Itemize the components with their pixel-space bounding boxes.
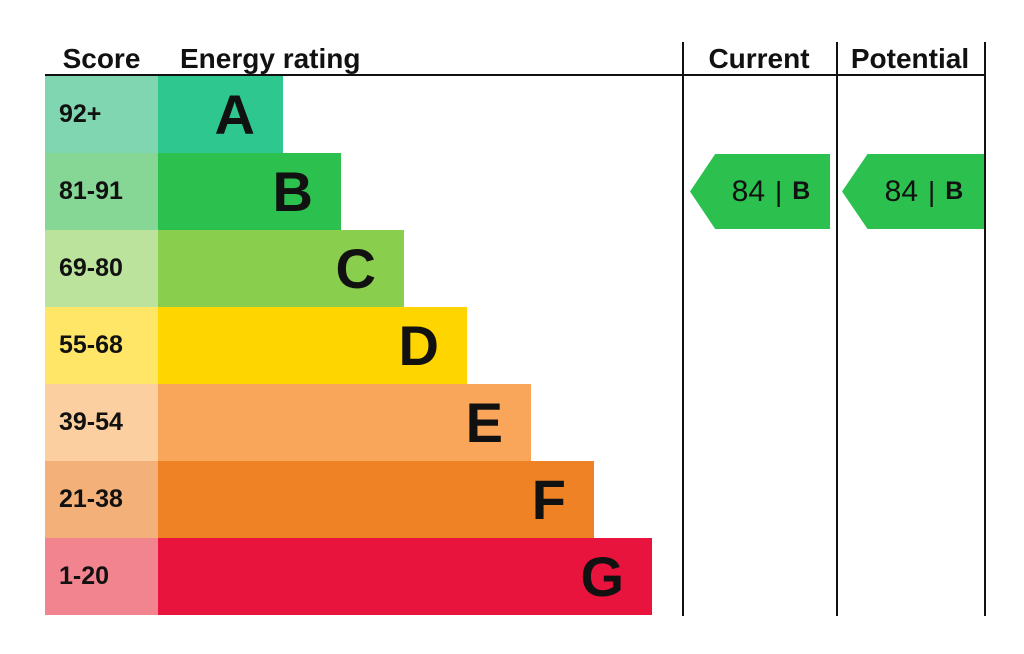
rating-bar-f: F <box>158 461 594 538</box>
potential-column-header: Potential <box>850 42 970 74</box>
band-row-a: 92+ A <box>45 76 984 153</box>
band-row-g: 1-20 G <box>45 538 984 615</box>
rating-letter: E <box>465 390 503 454</box>
rating-letter: C <box>335 236 376 300</box>
band-row-f: 21-38 F <box>45 461 984 538</box>
score-range-label: 21-38 <box>45 461 158 538</box>
rating-letter: A <box>214 82 255 146</box>
score-range-label: 81-91 <box>45 153 158 230</box>
band-row-c: 69-80 C <box>45 230 984 307</box>
rating-letter: G <box>580 544 624 608</box>
energy-rating-column-header: Energy rating <box>180 42 361 74</box>
rating-bar-c: C <box>158 230 404 307</box>
score-column-header: Score <box>62 42 141 74</box>
potential-rating-value: 84 <box>884 174 919 208</box>
current-rating-value: 84 <box>731 174 766 208</box>
score-range-label: 1-20 <box>45 538 158 615</box>
rating-bar-d: D <box>158 307 467 384</box>
band-row-b: 81-91 B <box>45 153 984 230</box>
potential-rating-arrow: 84 | B <box>842 154 984 229</box>
rating-bar-g: G <box>158 538 652 615</box>
current-column-header: Current <box>708 42 810 74</box>
score-range-label: 55-68 <box>45 307 158 384</box>
arrow-separator: | <box>928 175 936 207</box>
potential-column-right-divider <box>984 42 986 616</box>
band-row-d: 55-68 D <box>45 307 984 384</box>
current-column-left-divider <box>682 42 684 616</box>
band-row-e: 39-54 E <box>45 384 984 461</box>
rating-letter: B <box>272 159 313 223</box>
arrow-separator: | <box>775 175 783 207</box>
current-rating-arrow: 84 | B <box>690 154 830 229</box>
header-divider-line <box>45 74 986 76</box>
current-rating-letter: B <box>792 177 811 205</box>
potential-rating-letter: B <box>945 177 964 205</box>
rating-bar-b: B <box>158 153 341 230</box>
rating-bar-a: A <box>158 76 283 153</box>
score-range-label: 39-54 <box>45 384 158 461</box>
potential-column-left-divider <box>836 42 838 616</box>
score-range-label: 69-80 <box>45 230 158 307</box>
score-range-label: 92+ <box>45 76 158 153</box>
rating-bar-e: E <box>158 384 531 461</box>
rating-letter: D <box>398 313 439 377</box>
rating-letter: F <box>531 467 566 531</box>
